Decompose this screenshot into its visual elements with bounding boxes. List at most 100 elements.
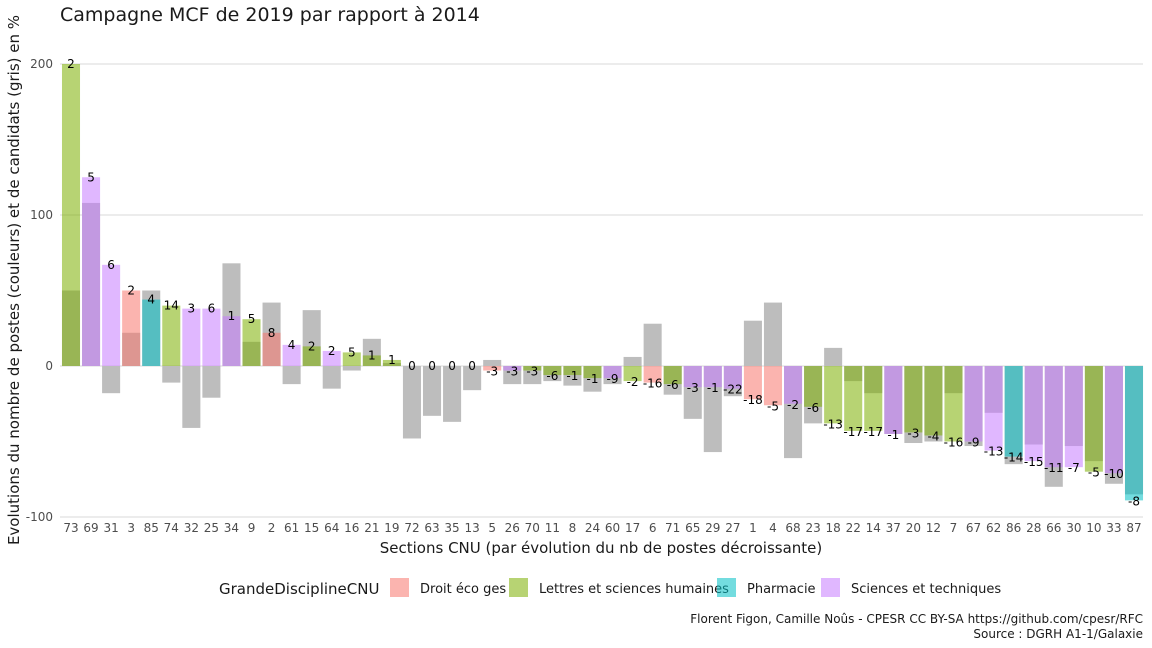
postes-bar [523,366,542,371]
postes-bar [142,299,161,366]
x-tick-label: 74 [164,521,179,535]
x-tick-label: 37 [886,521,901,535]
bar-label: -10 [1104,467,1124,481]
bar-label: -5 [767,399,779,413]
postes-bar [302,346,321,366]
legend-key [390,578,409,597]
chart-title: Campagne MCF de 2019 par rapport à 2014 [60,4,480,26]
bar-label: 0 [468,359,476,373]
candidates-bar [402,366,421,439]
x-tick-label: 19 [384,521,399,535]
bar-label: -3 [907,426,919,440]
postes-bar [202,308,221,366]
x-tick-label: 68 [785,521,800,535]
legend-key [509,578,528,597]
candidates-bar [643,323,662,366]
postes-bar [984,366,1003,451]
x-tick-label: 6 [649,521,657,535]
candidates-bar [342,366,361,371]
x-tick-label: 9 [248,521,256,535]
bar-label: 1 [388,353,396,367]
legend-item: Droit éco ges [390,578,506,597]
y-tick-labels: -100 0 100 200 [26,57,53,524]
x-tick-label: 30 [1066,521,1081,535]
postes-bar [1104,366,1123,474]
y-tick-label: 0 [45,359,53,373]
x-tick-label: 2 [268,521,276,535]
postes-bar [603,366,622,379]
legend: GrandeDisciplineCNU Droit éco ges Lettres… [219,578,1001,598]
candidates-bar [202,366,221,398]
x-tick-label: 33 [1106,521,1121,535]
bar-label: -11 [1044,461,1064,475]
legend-label: Sciences et techniques [851,582,1001,597]
legend-key [821,578,840,597]
postes-bar [964,366,983,442]
bar-label: -16 [944,436,964,450]
bar-label: 5 [248,312,256,326]
caption-credit: Florent Figon, Camille Noûs - CPESR CC B… [690,612,1143,626]
legend-label: Pharmacie [747,582,816,597]
postes-bar [1004,366,1023,457]
x-tick-label: 4 [769,521,777,535]
x-tick-label: 65 [685,521,700,535]
bar-label: -3 [486,365,498,379]
x-tick-label: 32 [184,521,199,535]
bar-label: 6 [208,302,216,316]
bar-label: -1 [887,428,899,442]
postes-bar [1124,366,1144,501]
bar-label: -8 [1128,494,1140,508]
x-tick-label: 25 [204,521,219,535]
bar-label: -2 [627,375,639,389]
candidates-bar [623,356,642,366]
x-axis-title: Sections CNU (par évolution du nb de pos… [380,539,823,557]
x-tick-label: 11 [545,521,560,535]
y-axis-title: Evolutions du nombre de postes (couleurs… [5,15,23,545]
legend-key [717,578,736,597]
legend-item: Pharmacie [717,578,816,597]
postes-bar [904,366,923,433]
x-tick-label: 72 [404,521,419,535]
x-tick-label: 27 [725,521,740,535]
postes-bar [763,366,783,406]
postes-bar [543,366,562,376]
postes-bar [723,366,742,389]
candidates-bar [322,366,341,389]
postes-bar [61,64,81,366]
postes-bar [503,366,522,371]
postes-bar [743,366,762,400]
legend-item: Lettres et sciences humaines [509,578,729,597]
bar-label: 2 [308,339,316,353]
x-tick-label: 14 [866,521,881,535]
postes-bar [683,366,702,388]
x-tick-label: 85 [144,521,159,535]
postes-bar [342,352,361,366]
bar-label: -2 [787,398,799,412]
x-tick-label: 24 [585,521,600,535]
postes-bar [583,366,602,379]
bar-label: -9 [968,436,980,450]
bar-label: 0 [448,359,456,373]
postes-bar [1084,366,1103,472]
postes-bar [824,366,843,424]
postes-bar [222,316,241,366]
bar-label: -6 [667,378,679,392]
legend-title: GrandeDisciplineCNU [219,580,379,598]
bar-label: -13 [823,417,843,431]
candidates-bar [162,366,181,383]
candidates-bar [422,366,442,416]
x-tick-label: 62 [986,521,1001,535]
y-tick-label: -100 [26,510,53,524]
y-tick-label: 100 [30,208,53,222]
legend-label: Droit éco ges [420,582,506,597]
x-tick-label: 87 [1126,521,1141,535]
bar-label: -1 [566,369,578,383]
x-tick-label: 86 [1006,521,1021,535]
postes-bar [242,319,261,366]
bar-label: -1 [707,381,719,395]
x-tick-label: 35 [444,521,459,535]
candidates-bar [743,320,762,366]
x-tick-label: 31 [103,521,118,535]
postes-bar [182,308,201,366]
